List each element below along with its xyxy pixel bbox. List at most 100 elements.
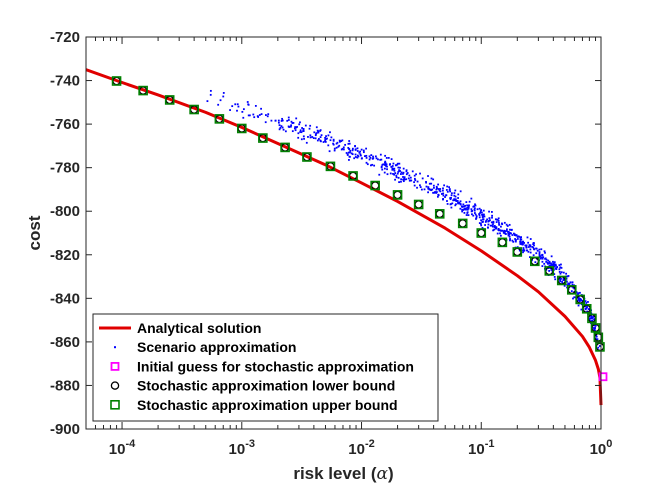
scenario-point — [457, 201, 459, 204]
scenario-point — [371, 163, 374, 166]
scenario-point — [281, 119, 284, 122]
scenario-point — [466, 204, 468, 207]
scenario-point — [481, 213, 483, 216]
scenario-point — [533, 248, 536, 251]
upper-bound-marker — [325, 161, 336, 172]
scenario-point — [471, 213, 473, 216]
scenario-point — [222, 95, 225, 98]
scenario-point — [302, 135, 305, 138]
scenario-point — [527, 250, 530, 253]
scenario-point — [314, 137, 317, 140]
scenario-point — [468, 200, 471, 203]
scenario-point — [427, 186, 430, 189]
scenario-point — [538, 248, 541, 251]
scenario-point — [392, 172, 394, 175]
scenario-point — [500, 225, 502, 228]
scenario-point — [289, 125, 292, 128]
scenario-point — [550, 262, 552, 265]
scenario-point — [391, 168, 394, 171]
scenario-point — [541, 265, 544, 267]
scenario-point — [445, 189, 448, 191]
scenario-point — [553, 273, 556, 276]
scenario-point — [398, 169, 401, 172]
scenario-point — [598, 345, 601, 347]
scenario-point — [264, 121, 267, 124]
scenario-point — [294, 129, 297, 132]
y-tick-label: -840 — [50, 290, 80, 307]
scenario-point — [545, 260, 548, 263]
scenario-point — [395, 164, 397, 167]
y-tick-label: -900 — [50, 421, 80, 438]
scenario-point — [347, 142, 350, 145]
scenario-point — [396, 162, 399, 165]
scenario-point — [351, 147, 354, 150]
scenario-point — [358, 151, 361, 154]
scenario-point — [498, 229, 500, 232]
upper-bound-marker — [476, 228, 487, 238]
scenario-point — [576, 300, 579, 302]
y-tick-label: -880 — [50, 377, 80, 394]
x-axis-label-close: ) — [388, 464, 394, 483]
initial-guess-marker — [598, 372, 608, 382]
scenario-point — [455, 203, 457, 206]
scenario-point — [527, 246, 530, 248]
upper-bound-marker — [189, 104, 199, 115]
scenario-point — [532, 246, 535, 249]
scenario-point — [591, 317, 593, 319]
upper-bound-marker — [497, 237, 508, 248]
upper-bound-marker — [280, 142, 290, 153]
upper-bound-marker — [392, 190, 403, 200]
scenario-point — [480, 219, 482, 222]
scenario-point — [209, 89, 212, 92]
scenario-point — [320, 134, 323, 137]
scenario-point — [548, 270, 551, 272]
scenario-point — [541, 257, 544, 260]
scenario-point — [442, 198, 445, 200]
scenario-point — [508, 233, 511, 236]
scenario-point — [443, 184, 446, 187]
scenario-point — [474, 203, 476, 206]
scenario-point — [548, 262, 551, 265]
scenario-point — [508, 223, 511, 226]
scenario-point — [499, 234, 502, 237]
scenario-point — [527, 241, 530, 244]
scenario-point — [410, 179, 413, 182]
scenario-point — [504, 230, 507, 233]
scenario-point — [385, 165, 387, 167]
scenario-point — [348, 155, 351, 158]
scenario-point — [309, 124, 312, 127]
scenario-point — [579, 297, 582, 300]
scenario-point — [419, 184, 421, 187]
scenario-point — [365, 147, 368, 150]
scenario-point — [487, 223, 490, 226]
scenario-point — [386, 173, 389, 176]
scenario-point — [595, 335, 598, 338]
scenario-point — [590, 315, 592, 317]
scenario-point — [509, 232, 512, 235]
scenario-point — [391, 167, 394, 170]
scenario-point — [489, 224, 492, 227]
x-tick-label: 100 — [590, 438, 613, 458]
scenario-point — [539, 257, 542, 260]
scenario-point — [383, 171, 386, 174]
scenario-point — [325, 135, 327, 138]
upper-bound-marker — [556, 275, 567, 286]
scenario-point — [522, 249, 525, 252]
scenario-point — [455, 200, 458, 203]
scenario-point — [484, 224, 486, 226]
scenario-point — [512, 240, 515, 243]
scenario-point — [497, 217, 500, 220]
scenario-point — [594, 329, 596, 332]
scenario-point — [362, 151, 365, 154]
scenario-point — [545, 258, 548, 261]
scenario-point — [445, 194, 447, 197]
upper-bound-marker — [111, 76, 122, 86]
scenario-point — [580, 308, 583, 311]
scenario-point — [425, 185, 428, 188]
scenario-point — [332, 142, 334, 145]
y-tick-label: -780 — [50, 160, 80, 177]
scenario-point — [338, 144, 341, 147]
upper-bound-marker — [236, 123, 247, 134]
scenario-point — [444, 196, 446, 198]
scenario-point — [349, 149, 352, 152]
